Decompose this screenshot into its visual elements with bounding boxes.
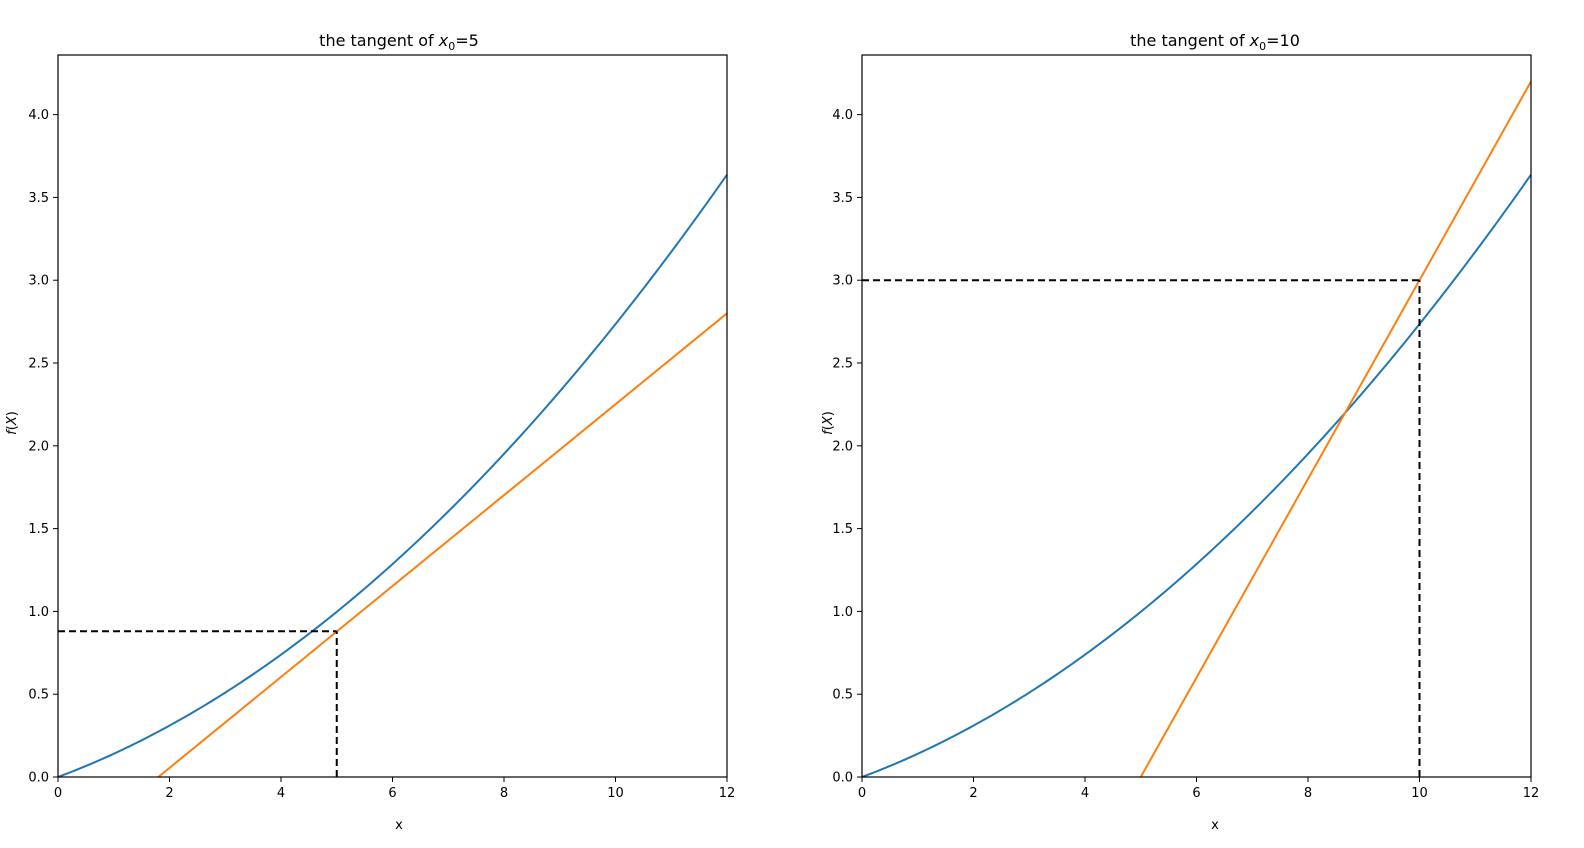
y-tick-label: 2.0	[832, 439, 853, 454]
x-axis-label-right: x	[1211, 818, 1219, 833]
y-tick-label: 3.5	[28, 191, 49, 206]
x-tick-label: 2	[165, 786, 173, 801]
x-tick-label: 0	[858, 786, 866, 801]
y-tick-label: 1.5	[28, 522, 49, 537]
x-tick-label: 6	[1192, 786, 1200, 801]
subplot-right: the tangent of x0=10 x f(X) 0 2 4 6 8 10 12 0.0…	[821, 31, 1539, 833]
y-tick-label: 4.0	[28, 108, 49, 123]
y-tick-label: 2.5	[832, 357, 853, 372]
function-curve-left	[57, 174, 728, 778]
tangent-line-left	[157, 312, 728, 778]
y-tick-label: 1.0	[832, 605, 853, 620]
x-tick-label: 4	[1081, 786, 1089, 801]
x-axis-label-left: x	[395, 818, 403, 833]
y-tick-label: 1.5	[832, 522, 853, 537]
x-tick-label: 8	[1304, 786, 1312, 801]
chart-title-left: the tangent of x0=5	[319, 31, 479, 53]
tangent-line-right	[1139, 81, 1532, 778]
x-tick-label: 10	[1411, 786, 1428, 801]
y-tick-label: 0.0	[832, 771, 853, 786]
chart-title-right: the tangent of x0=10	[1130, 31, 1300, 53]
y-tick-label: 0.5	[28, 688, 49, 703]
y-tick-label: 2.0	[28, 439, 49, 454]
y-tick-label: 1.0	[28, 605, 49, 620]
y-tick-label: 0.5	[832, 688, 853, 703]
y-axis-label-right: f(X)	[821, 411, 836, 435]
y-tick-label: 3.5	[832, 191, 853, 206]
x-tick-label: 2	[969, 786, 977, 801]
x-tick-label: 12	[719, 786, 736, 801]
x-tick-label: 0	[54, 786, 62, 801]
x-tick-label: 4	[277, 786, 285, 801]
x-tick-label: 10	[607, 786, 624, 801]
subplot-left: the tangent of x0=5 x f(X) 0 2 4 6 8 10 12 0.0 0…	[5, 31, 735, 833]
y-tick-label: 3.0	[28, 274, 49, 289]
y-axis-label-left: f(X)	[5, 411, 20, 435]
y-tick-label: 3.0	[832, 274, 853, 289]
y-tick-label: 2.5	[28, 357, 49, 372]
y-tick-label: 0.0	[28, 771, 49, 786]
x-tick-label: 12	[1523, 786, 1540, 801]
y-tick-label: 4.0	[832, 108, 853, 123]
x-tick-label: 8	[500, 786, 508, 801]
x-tick-label: 6	[388, 786, 396, 801]
